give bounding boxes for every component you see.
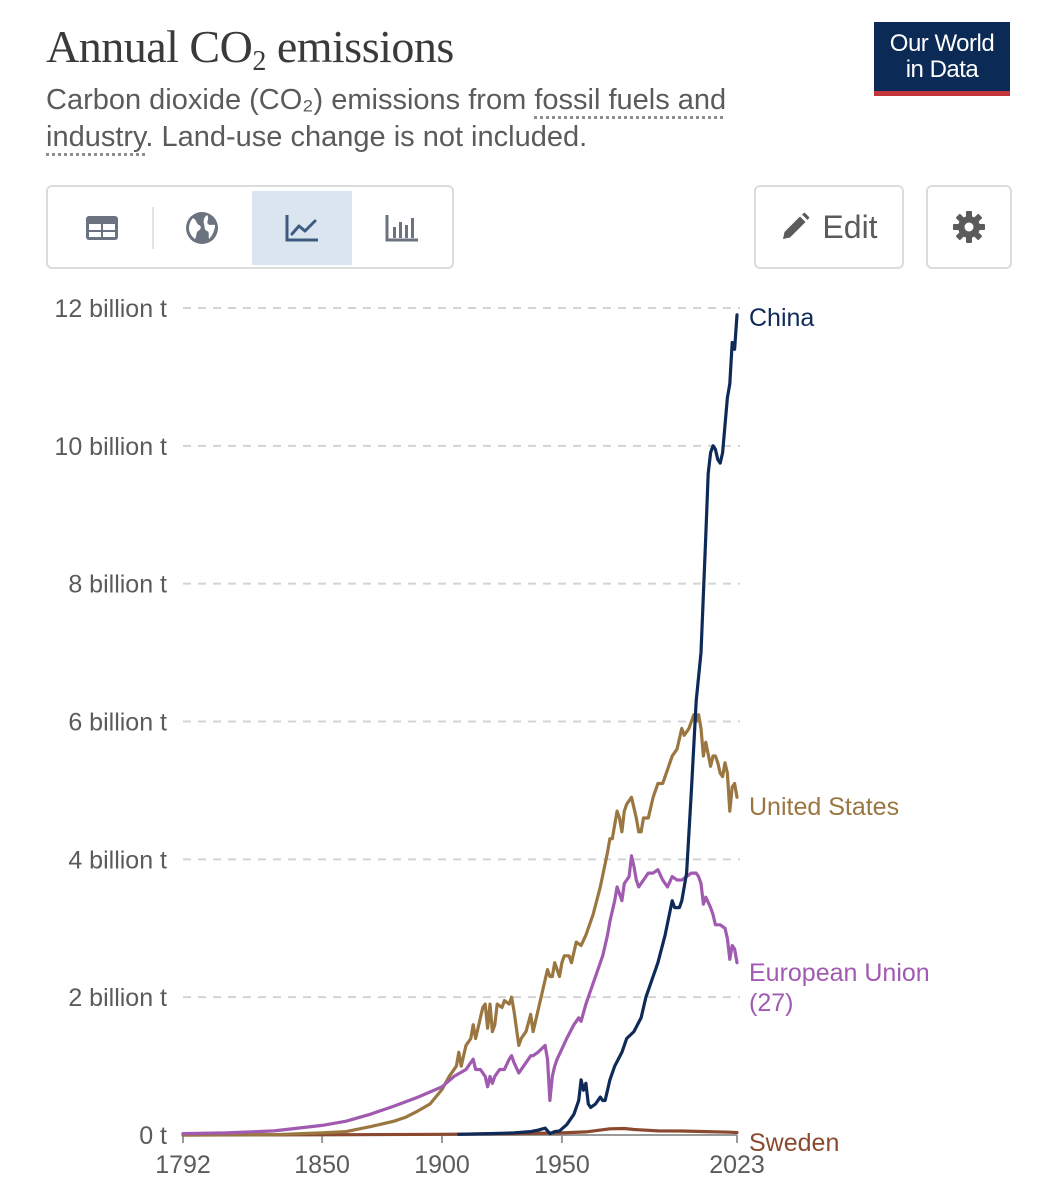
logo-line-2: in Data — [905, 56, 979, 83]
title-main: Annual CO — [46, 21, 253, 72]
y-tick-label: 6 billion t — [68, 709, 167, 737]
logo-accent-bar — [874, 91, 1010, 96]
y-tick-label: 2 billion t — [68, 984, 167, 1012]
series-label-china: China — [749, 304, 814, 332]
tab-bar-chart[interactable] — [352, 191, 452, 265]
settings-button[interactable] — [926, 185, 1012, 269]
globe-icon — [186, 212, 218, 244]
bar-chart-icon — [385, 215, 418, 242]
title-end: emissions — [265, 21, 454, 72]
x-tick-label: 1900 — [414, 1151, 470, 1179]
owid-logo[interactable]: Our World in Data — [874, 22, 1010, 96]
series-line-china — [457, 313, 739, 1136]
tab-line-chart[interactable] — [252, 191, 352, 265]
series-line-sweden — [181, 1126, 739, 1137]
view-tabs — [46, 185, 454, 269]
logo-line-1: Our World — [889, 30, 995, 57]
series-label-sweden: Sweden — [749, 1129, 839, 1157]
x-tick-label: 1850 — [294, 1151, 350, 1179]
series-label-eu: European Union — [749, 959, 930, 987]
y-tick-label: 8 billion t — [68, 571, 167, 599]
x-tick-label: 1792 — [155, 1151, 211, 1179]
tab-map[interactable] — [152, 191, 252, 265]
series-label-eu-line2: (27) — [749, 989, 793, 1017]
table-icon — [86, 216, 118, 240]
series-label-us: United States — [749, 793, 899, 821]
x-tick-label: 1950 — [534, 1151, 590, 1179]
title-subscript: 2 — [252, 46, 266, 77]
gear-icon — [953, 211, 985, 243]
x-tick-label: 2023 — [709, 1151, 765, 1179]
pencil-icon — [783, 212, 810, 239]
y-tick-label: 0 t — [139, 1122, 167, 1150]
chart-subtitle: Carbon dioxide (CO₂) emissions from foss… — [46, 82, 826, 156]
subtitle-post: . Land-use change is not included. — [145, 121, 588, 153]
edit-label: Edit — [822, 208, 878, 245]
fossil-fuels-link[interactable]: fossil fuels and industry — [46, 84, 727, 153]
edit-button[interactable]: Edit — [754, 185, 904, 269]
tab-table[interactable] — [52, 191, 152, 265]
subtitle-pre: Carbon dioxide (CO₂) emissions from — [46, 84, 535, 116]
series-line-eu — [181, 854, 739, 1136]
tab-separator — [152, 207, 154, 249]
line-chart: 0 t 2 billion t 4 billion t 6 billion t 8 bi… — [54, 295, 930, 1179]
y-tick-label: 4 billion t — [68, 846, 167, 874]
chart-title: Annual CO2 emissions — [46, 20, 454, 78]
line-chart-icon — [285, 215, 318, 242]
y-tick-label: 12 billion t — [54, 295, 167, 323]
y-tick-label: 10 billion t — [54, 433, 167, 461]
